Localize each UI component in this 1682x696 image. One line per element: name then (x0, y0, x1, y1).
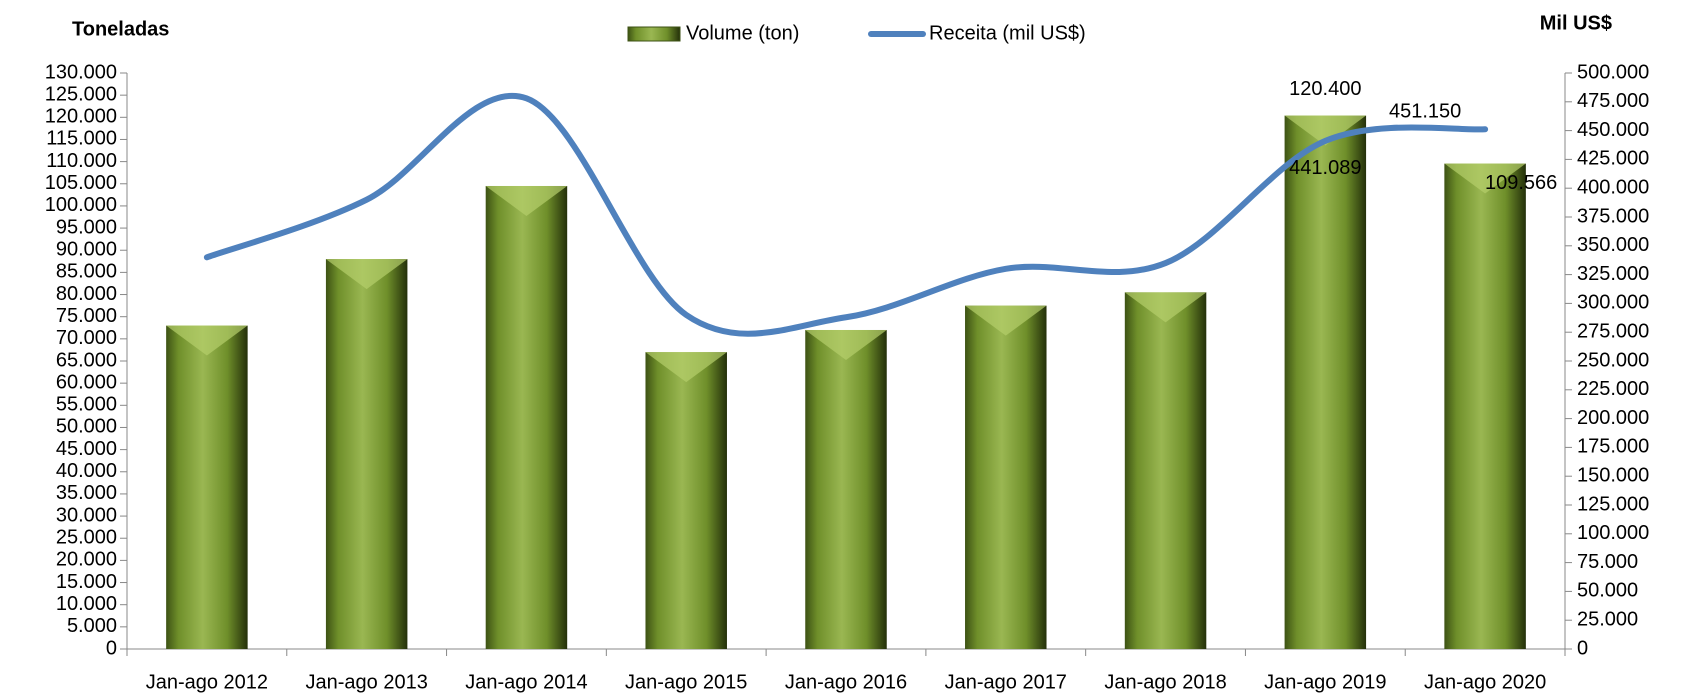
data-label: 109.566 (1485, 172, 1557, 194)
y2-tick-label: 500.000 (1577, 61, 1649, 83)
x-tick-label: Jan-ago 2015 (625, 671, 747, 693)
y2-tick-label: 25.000 (1577, 608, 1638, 630)
bar (645, 352, 727, 649)
y2-tick-label: 275.000 (1577, 320, 1649, 342)
x-tick-label: Jan-ago 2017 (945, 671, 1067, 693)
y-tick-label: 40.000 (56, 460, 117, 482)
y2-tick-label: 400.000 (1577, 176, 1649, 198)
data-label: 451.150 (1389, 101, 1461, 123)
bar-bevel (1444, 163, 1526, 194)
y2-tick-label: 125.000 (1577, 493, 1649, 515)
bar (965, 305, 1047, 649)
y-tick-label: 85.000 (56, 261, 117, 283)
line (203, 92, 1489, 337)
y-tick-label: 20.000 (56, 549, 117, 571)
y-axis-title: Toneladas (72, 18, 169, 40)
bar-bevel (1124, 292, 1207, 323)
bar-bevel (166, 325, 248, 356)
y2-tick-label: 150.000 (1577, 464, 1649, 486)
y-tick-label: 50.000 (56, 416, 117, 438)
y-tick-label: 125.000 (45, 83, 117, 105)
y-tick-label: 5.000 (67, 615, 117, 637)
y2-tick-label: 200.000 (1577, 407, 1649, 429)
bar (485, 185, 568, 649)
bar-bevel (485, 185, 568, 216)
data-label: 120.400 (1289, 78, 1361, 100)
bar-bevel (645, 352, 727, 383)
legend-label: Volume (ton) (686, 22, 799, 44)
y2-tick-label: 175.000 (1577, 436, 1649, 458)
y2-tick-label: 325.000 (1577, 263, 1649, 285)
bar (325, 259, 408, 649)
y-tick-label: 65.000 (56, 349, 117, 371)
x-tick-label: Jan-ago 2020 (1424, 671, 1546, 693)
y-tick-label: 75.000 (56, 305, 117, 327)
bar-bevel (965, 305, 1047, 336)
y-tick-label: 90.000 (56, 239, 117, 261)
y-tick-label: 60.000 (56, 371, 117, 393)
y-tick-label: 100.000 (45, 194, 117, 216)
data-label: 441.089 (1289, 157, 1361, 179)
y-tick-label: 70.000 (56, 327, 117, 349)
y2-tick-label: 250.000 (1577, 349, 1649, 371)
y2-tick-label: 0 (1577, 637, 1588, 659)
y2-tick-label: 350.000 (1577, 234, 1649, 256)
bar-bevel (325, 259, 408, 290)
y-tick-label: 10.000 (56, 593, 117, 615)
y2-tick-label: 50.000 (1577, 580, 1638, 602)
y-tick-label: 115.000 (46, 128, 117, 150)
y-tick-label: 120.000 (45, 106, 117, 128)
y-tick-label: 25.000 (56, 527, 117, 549)
y2-tick-label: 475.000 (1577, 90, 1649, 112)
x-tick-label: Jan-ago 2014 (465, 671, 587, 693)
bar-bevel (1284, 115, 1367, 146)
y-tick-label: 95.000 (56, 216, 117, 238)
x-tick-label: Jan-ago 2016 (785, 671, 907, 693)
y-tick-label: 35.000 (56, 482, 117, 504)
y-tick-label: 0 (106, 637, 117, 659)
legend-label: Receita (mil US$) (929, 22, 1086, 44)
y-tick-label: 110.000 (46, 150, 117, 172)
y2-tick-label: 75.000 (1577, 551, 1638, 573)
y-tick-label: 15.000 (56, 571, 117, 593)
bar (805, 329, 887, 649)
x-tick-label: Jan-ago 2019 (1264, 671, 1386, 693)
bar (1124, 292, 1207, 649)
x-tick-label: Jan-ago 2013 (306, 671, 428, 693)
y2-tick-label: 300.000 (1577, 292, 1649, 314)
y-tick-label: 45.000 (56, 438, 117, 460)
y2-tick-label: 100.000 (1577, 522, 1649, 544)
y-tick-label: 105.000 (45, 172, 117, 194)
x-tick-label: Jan-ago 2018 (1104, 671, 1226, 693)
y2-tick-label: 225.000 (1577, 378, 1649, 400)
bar (166, 325, 248, 649)
y2-tick-label: 450.000 (1577, 119, 1649, 141)
bar-bevel (805, 329, 887, 360)
y-tick-label: 30.000 (56, 504, 117, 526)
y-tick-label: 55.000 (56, 394, 117, 416)
y2-tick-label: 375.000 (1577, 205, 1649, 227)
y2-tick-label: 425.000 (1577, 148, 1649, 170)
y2-axis-title: Mil US$ (1540, 12, 1612, 34)
x-tick-label: Jan-ago 2012 (146, 671, 268, 693)
legend-swatch (627, 26, 681, 42)
y-tick-label: 130.000 (45, 61, 117, 83)
y-tick-label: 80.000 (56, 283, 117, 305)
bar (1444, 163, 1526, 650)
bar (1284, 115, 1367, 649)
